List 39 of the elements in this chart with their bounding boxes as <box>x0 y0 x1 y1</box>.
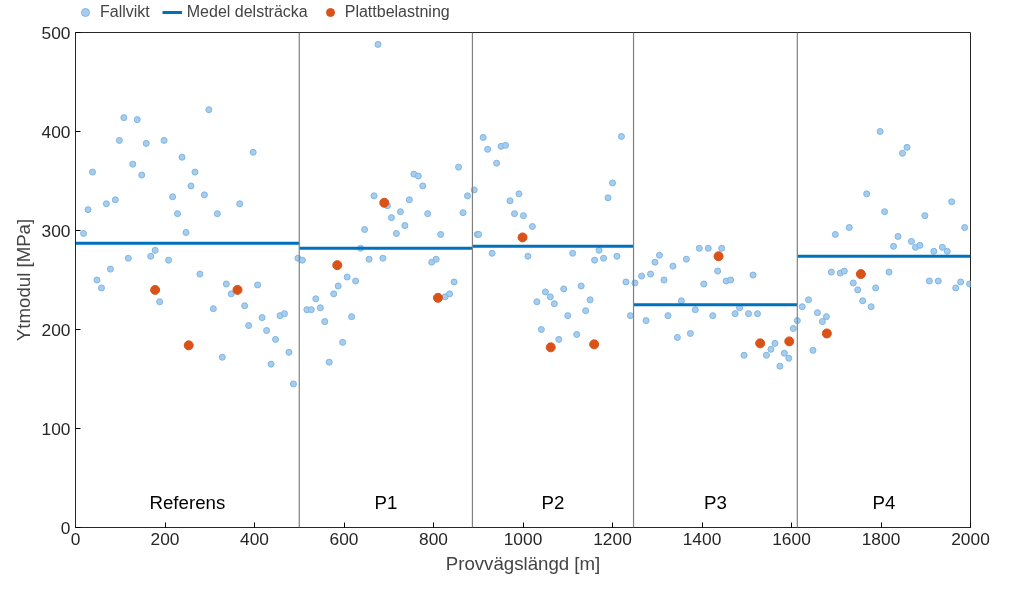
point <box>332 260 343 271</box>
legend-label: Plattbelastning <box>344 3 450 21</box>
point <box>232 284 243 295</box>
point <box>517 232 528 243</box>
point <box>379 197 390 208</box>
annotation: P3 <box>704 491 727 513</box>
point <box>432 292 443 303</box>
legend-label: Medel delsträcka <box>186 3 308 21</box>
x-tick-label: 1400 <box>682 528 722 549</box>
x-tick-label: 400 <box>240 528 269 549</box>
annotation: P1 <box>374 491 398 513</box>
x-tick-label: 200 <box>150 528 180 549</box>
y-tick-label: 400 <box>41 121 71 142</box>
annotation: Referens <box>149 491 226 513</box>
point <box>784 336 795 347</box>
point <box>855 269 866 280</box>
point <box>150 284 161 295</box>
x-tick-label: 1800 <box>861 528 901 549</box>
point <box>589 339 600 350</box>
annotation: P4 <box>872 491 896 513</box>
y-tick-label: 100 <box>41 418 71 439</box>
x-tick-label: 1200 <box>593 528 632 549</box>
legend-label: Fallvikt <box>100 3 150 21</box>
annotation: P2 <box>541 491 565 513</box>
point <box>183 340 194 351</box>
point <box>821 328 832 339</box>
x-axis-title: Provvägslängd [m] <box>445 552 601 574</box>
y-tick-label: 500 <box>41 22 71 43</box>
x-tick-label: 1000 <box>503 528 543 549</box>
y-tick-label: 300 <box>41 220 71 241</box>
x-tick-label: 1600 <box>772 528 811 549</box>
point <box>713 251 724 262</box>
y-tick-label: 200 <box>41 319 71 340</box>
point <box>545 342 556 353</box>
point <box>755 338 766 349</box>
y-axis-title: Ytmodul [MPa] <box>12 218 34 342</box>
x-tick-label: 2000 <box>951 528 990 549</box>
x-tick-label: 800 <box>419 528 448 549</box>
x-tick-label: 600 <box>329 528 359 549</box>
